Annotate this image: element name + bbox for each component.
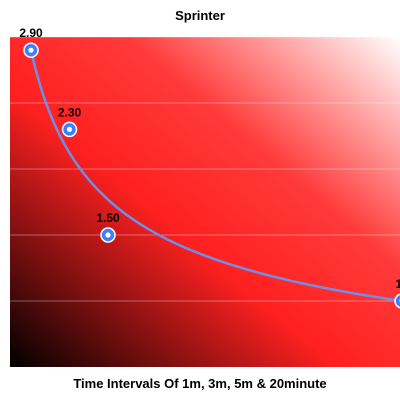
chart-title: Sprinter bbox=[175, 8, 225, 23]
data-label: 1 bbox=[395, 277, 400, 291]
data-points: 2.90 2.30 1.50 1 bbox=[19, 26, 400, 309]
trend-line bbox=[29, 49, 400, 302]
data-point-center bbox=[66, 126, 73, 132]
data-point-center bbox=[105, 232, 111, 238]
grid-lines bbox=[10, 36, 400, 302]
plot-area bbox=[10, 37, 400, 367]
data-label: 2.30 bbox=[58, 105, 82, 119]
x-axis-label: Time Intervals Of 1m, 3m, 5m & 20minute bbox=[73, 376, 327, 391]
data-label: 2.90 bbox=[19, 26, 43, 40]
data-point bbox=[394, 293, 400, 309]
data-point-center bbox=[28, 47, 34, 53]
data-label: 1.50 bbox=[96, 211, 120, 225]
